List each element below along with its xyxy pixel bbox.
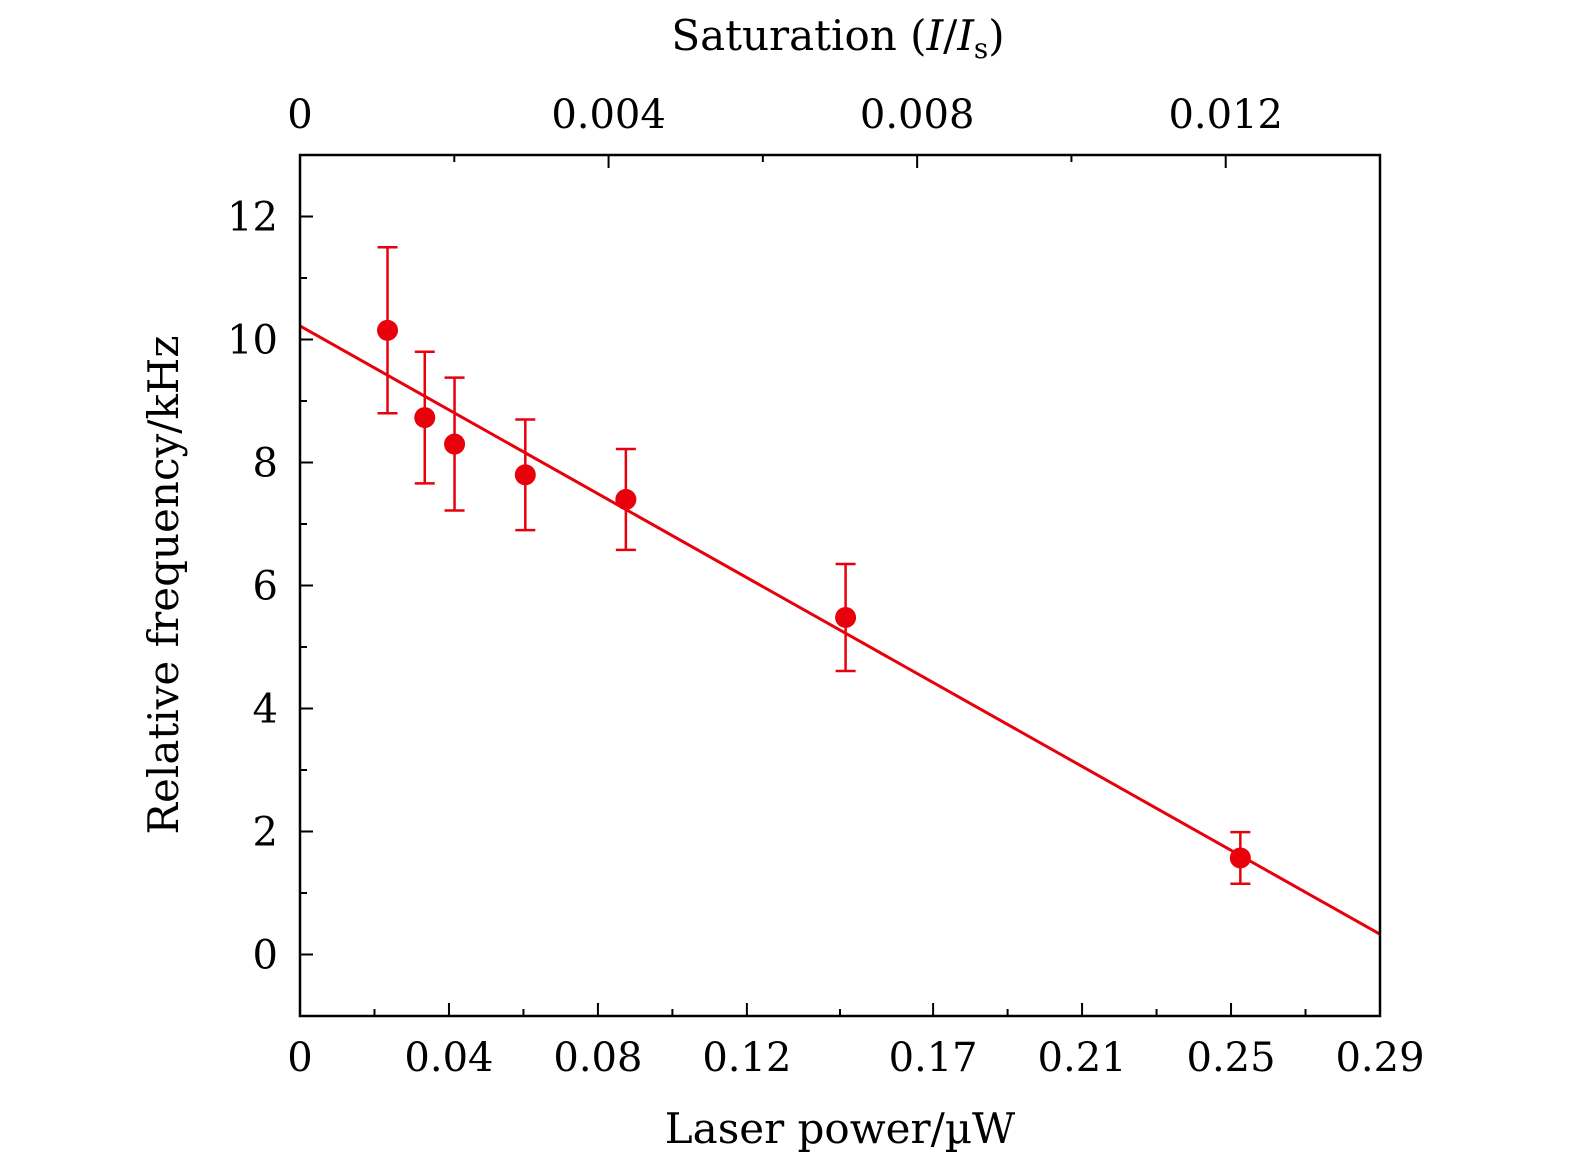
top-tick-label: 0 [287, 92, 312, 138]
point-marker [377, 319, 399, 341]
y-tick-label: 8 [253, 441, 278, 487]
data-point [1229, 830, 1251, 886]
x-axis-title: Laser power/µW [665, 1104, 1016, 1153]
data-point [414, 350, 436, 485]
x-tick-label: 0.08 [553, 1035, 642, 1081]
data-points-group [377, 246, 1251, 886]
axis-ticks [299, 154, 1381, 1017]
point-marker [444, 433, 466, 455]
fit-line-group [299, 324, 1381, 936]
top-axis-title: Saturation (I/Is) [671, 11, 1004, 65]
plot-frame [298, 153, 1382, 1018]
point-marker [615, 488, 637, 510]
top-tick-label: 0.012 [1168, 92, 1283, 138]
x-tick-label: 0.04 [404, 1035, 493, 1081]
x-tick-label: 0.21 [1038, 1035, 1127, 1081]
top-tick-label: 0.008 [860, 92, 975, 138]
top-tick-label: 0.004 [551, 92, 666, 138]
fit-line [299, 324, 1381, 936]
point-marker [835, 606, 857, 628]
point-marker [514, 464, 536, 486]
y-tick-label: 4 [253, 687, 278, 733]
x-tick-label: 0.12 [702, 1035, 791, 1081]
y-tick-label: 12 [227, 195, 278, 241]
data-point [615, 447, 637, 552]
x-tick-label: 0.17 [889, 1035, 978, 1081]
point-marker [1229, 847, 1251, 869]
data-point [835, 562, 857, 673]
x-tick-label: 0.29 [1335, 1035, 1424, 1081]
x-tick-label: 0 [287, 1035, 312, 1081]
data-point [514, 418, 536, 532]
y-tick-label: 10 [227, 318, 278, 364]
data-point [377, 246, 399, 415]
point-marker [414, 407, 436, 429]
y-tick-label: 2 [253, 810, 278, 856]
y-tick-label: 6 [253, 564, 278, 610]
data-point [444, 376, 466, 512]
y-axis-title: Relative frequency/kHz [139, 335, 188, 834]
x-tick-label: 0.25 [1187, 1035, 1276, 1081]
y-tick-label: 0 [253, 933, 278, 979]
tick-labels: 0 0.04 0.08 0.12 0.17 0.21 0.25 0.29 0 2 4 6 8 10 12 0 0… [227, 92, 1424, 1081]
